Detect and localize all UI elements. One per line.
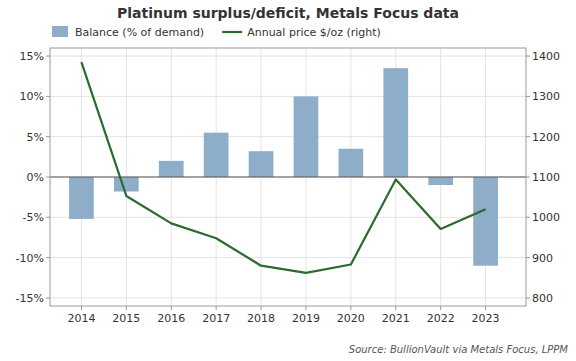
tick	[305, 306, 306, 310]
plot-area	[50, 62, 526, 273]
tick-label: 900	[532, 252, 553, 265]
tick-label: 800	[532, 292, 553, 305]
legend-item: Balance (% of demand)	[52, 26, 204, 39]
tick-label: -10%	[16, 252, 44, 265]
bar	[294, 96, 319, 177]
tick	[46, 96, 50, 97]
tick-label: 1100	[532, 171, 560, 184]
tick-label: 2021	[382, 312, 410, 325]
tick-label: 0%	[27, 171, 44, 184]
legend-swatch	[222, 31, 242, 33]
tick-label: -15%	[16, 292, 44, 305]
tick	[350, 306, 351, 310]
chart: Platinum surplus/deficit, Metals Focus d…	[0, 0, 576, 361]
tick-label: 1200	[532, 131, 560, 144]
tick	[395, 306, 396, 310]
tick-label: 1000	[532, 211, 560, 224]
bar	[473, 177, 498, 266]
tick-label: 1300	[532, 90, 560, 103]
bar	[204, 133, 229, 177]
tick	[440, 306, 441, 310]
annotation: Source: BullionVault via Metals Focus, L…	[349, 344, 569, 355]
tick	[46, 257, 50, 258]
title: Platinum surplus/deficit, Metals Focus d…	[117, 5, 459, 21]
grid-line	[50, 177, 526, 178]
line	[81, 62, 485, 273]
tick	[46, 217, 50, 218]
bar	[383, 68, 408, 177]
legend-label: Balance (% of demand)	[75, 26, 204, 39]
grid-line	[50, 96, 526, 97]
tick	[126, 306, 127, 310]
tick-label: 2023	[472, 312, 500, 325]
plot-frame	[50, 48, 526, 306]
tick	[526, 136, 530, 137]
tick-label: 2022	[427, 312, 455, 325]
tick	[46, 177, 50, 178]
bar	[114, 177, 139, 192]
tick	[81, 306, 82, 310]
grid-line	[50, 136, 526, 137]
tick-label: 10%	[20, 90, 44, 103]
legend: Balance (% of demand) Annual price $/oz (…	[52, 26, 381, 39]
tick	[526, 297, 530, 298]
tick	[526, 257, 530, 258]
tick-label: 2017	[202, 312, 230, 325]
tick-label: 2019	[292, 312, 320, 325]
tick	[485, 306, 486, 310]
zero-line	[50, 176, 526, 177]
legend-label: Annual price $/oz (right)	[247, 26, 381, 39]
tick	[46, 297, 50, 298]
tick-label: 2020	[337, 312, 365, 325]
tick	[46, 56, 50, 57]
bar	[159, 161, 184, 177]
bar	[69, 177, 94, 219]
tick-label: 2018	[247, 312, 275, 325]
grid	[50, 48, 526, 306]
bar-series	[69, 68, 498, 266]
bar	[428, 177, 453, 185]
tick	[526, 177, 530, 178]
tick-label: 2016	[157, 312, 185, 325]
tick-label: 5%	[27, 131, 44, 144]
tick-label: 1400	[532, 50, 560, 63]
tick	[171, 306, 172, 310]
grid-line	[50, 257, 526, 258]
tick	[526, 96, 530, 97]
tick-label: -5%	[23, 211, 44, 224]
grid-line	[50, 297, 526, 298]
bar	[249, 151, 274, 177]
tick-label: 2014	[67, 312, 95, 325]
tick	[526, 217, 530, 218]
grid-line	[50, 56, 526, 57]
bar	[339, 149, 364, 177]
tick	[216, 306, 217, 310]
axes: -15% -10% -5% 0% 5% 10% 15% 800 900 1000 1100 1200 1…	[16, 50, 560, 325]
tick	[526, 56, 530, 57]
legend-item: Annual price $/oz (right)	[222, 26, 381, 39]
legend-swatch	[52, 26, 68, 37]
tick-label: 2015	[112, 312, 140, 325]
tick	[46, 136, 50, 137]
grid-line	[50, 217, 526, 218]
tick	[261, 306, 262, 310]
tick-label: 15%	[20, 50, 44, 63]
